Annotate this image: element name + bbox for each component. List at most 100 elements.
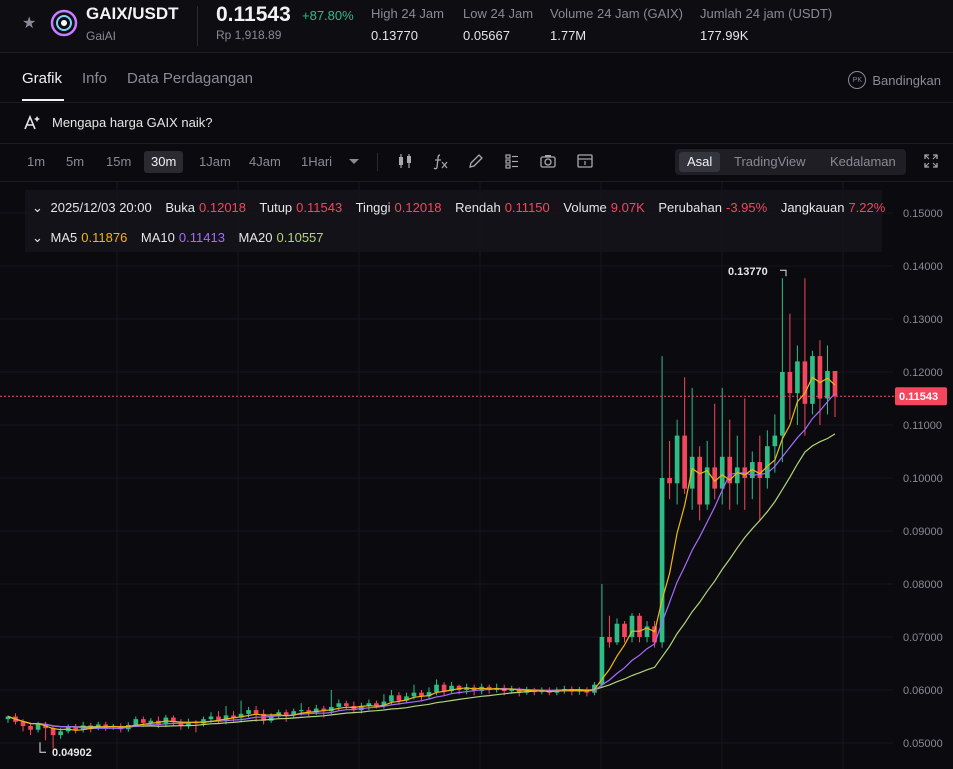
timeframe-15m[interactable]: 15m bbox=[106, 154, 132, 169]
why-banner[interactable]: Mengapa harga GAIX naik? bbox=[0, 103, 953, 144]
candle-body bbox=[667, 478, 672, 484]
candle-body bbox=[449, 685, 454, 692]
y-tick-label: 0.10000 bbox=[903, 473, 943, 485]
chevron-down-icon[interactable] bbox=[345, 152, 363, 170]
view-tradingview[interactable]: TradingView bbox=[734, 154, 806, 169]
candle-body bbox=[637, 615, 642, 637]
stat-volume-label: Volume 24 Jam (GAIX) bbox=[550, 6, 683, 21]
stat-low-label: Low 24 Jam bbox=[463, 6, 534, 21]
candlestick-icon[interactable] bbox=[396, 152, 414, 170]
candle-body bbox=[216, 716, 221, 721]
price-idr: Rp 1,918.89 bbox=[216, 28, 282, 42]
ohlc-high: 0.12018 bbox=[394, 200, 442, 215]
candle-body bbox=[614, 623, 620, 643]
candle-body bbox=[186, 721, 191, 727]
gaix-logo-icon bbox=[50, 9, 78, 37]
candle-body bbox=[253, 710, 259, 714]
ohlc-change: -3.95% bbox=[726, 200, 768, 215]
ohlc-volume: 9.07K bbox=[610, 200, 645, 215]
candle-body bbox=[298, 710, 304, 712]
chart-background bbox=[0, 182, 953, 769]
candle-body bbox=[689, 456, 695, 489]
ohlc-open-label: Buka bbox=[165, 200, 196, 215]
candle-body bbox=[802, 361, 808, 404]
timeframe-5m[interactable]: 5m bbox=[66, 154, 85, 169]
candle-body bbox=[479, 686, 484, 692]
stat-high-label: High 24 Jam bbox=[371, 6, 444, 21]
ohlc-low-label: Rendah bbox=[455, 200, 501, 215]
view-asal[interactable]: Asal bbox=[679, 152, 721, 172]
timeframe-1hari[interactable]: 1Hari bbox=[301, 154, 333, 169]
tab-data-perdagangan[interactable]: Data Perdagangan bbox=[127, 70, 253, 87]
candle-body bbox=[343, 703, 349, 706]
candle-body bbox=[283, 712, 289, 716]
ma-row: ⌄ MA5 0.11876 MA10 0.11413 MA20 0.10557 bbox=[32, 230, 328, 246]
candle-body bbox=[599, 637, 605, 685]
y-tick-label: 0.15000 bbox=[903, 208, 943, 220]
view-kedalaman[interactable]: Kedalaman bbox=[830, 154, 896, 169]
candle-body bbox=[313, 708, 319, 713]
candle-body bbox=[674, 435, 680, 484]
pair-name[interactable]: GAIX/USDT bbox=[86, 4, 179, 23]
calendar-icon[interactable] bbox=[576, 152, 594, 170]
ma5-value: 0.11876 bbox=[81, 230, 128, 245]
chevron-down-icon[interactable]: ⌄ bbox=[32, 200, 43, 215]
candle-body bbox=[223, 715, 229, 721]
ohlc-low: 0.11150 bbox=[504, 200, 550, 215]
ohlc-close: 0.11543 bbox=[296, 200, 343, 215]
candle-body bbox=[704, 467, 710, 505]
y-tick-label: 0.14000 bbox=[903, 261, 943, 273]
candle-body bbox=[133, 719, 139, 725]
candle-body bbox=[374, 703, 379, 706]
timeframe-1jam[interactable]: 1Jam bbox=[199, 154, 231, 169]
ohlc-change-label: Perubahan bbox=[658, 200, 722, 215]
main-tabs: Grafik Info Data Perdagangan PK Bandingk… bbox=[0, 56, 953, 103]
ohlc-legend bbox=[25, 190, 882, 252]
candle-body bbox=[682, 435, 687, 489]
candle-body bbox=[103, 724, 109, 728]
star-icon[interactable]: ★ bbox=[22, 15, 37, 32]
compare-button[interactable]: PK Bandingkan bbox=[848, 71, 941, 89]
current-price-badge bbox=[895, 387, 947, 406]
timeframe-4jam[interactable]: 4Jam bbox=[249, 154, 281, 169]
high-marker-label: 0.13770 bbox=[728, 266, 768, 278]
tab-info[interactable]: Info bbox=[82, 70, 108, 87]
ma20-value: 0.10557 bbox=[276, 230, 324, 245]
high-marker-arrow bbox=[780, 269, 787, 277]
candle-body bbox=[268, 716, 274, 721]
ma10-value: 0.11413 bbox=[178, 230, 225, 245]
candle-body bbox=[336, 703, 342, 707]
timeframe-1m[interactable]: 1m bbox=[27, 154, 46, 169]
price-chart[interactable]: 0.15000 0.14000 0.13000 0.12000 0.11000 0.100… bbox=[0, 182, 953, 769]
ma5-line bbox=[7, 376, 836, 731]
candle-body bbox=[396, 695, 402, 701]
why-text: Mengapa harga GAIX naik? bbox=[52, 115, 213, 130]
ohlc-row: ⌄ 2025/12/03 20:00 Buka 0.12018 Tutup 0.11… bbox=[32, 200, 889, 216]
tab-grafik[interactable]: Grafik bbox=[22, 70, 63, 87]
timeframe-30m[interactable]: 30m bbox=[144, 151, 184, 173]
formula-icon[interactable] bbox=[431, 152, 449, 170]
price-change: +87.80% bbox=[302, 8, 354, 23]
stat-low-value: 0.05667 bbox=[463, 28, 510, 43]
candle-body bbox=[208, 716, 214, 720]
ohlc-open: 0.12018 bbox=[199, 200, 247, 215]
y-tick-label: 0.06000 bbox=[903, 685, 943, 697]
candle-body bbox=[817, 356, 823, 399]
compare-icon: PK bbox=[848, 71, 867, 89]
ohlc-volume-label: Volume bbox=[563, 200, 607, 215]
candle-body bbox=[780, 372, 785, 436]
candle-body bbox=[787, 372, 793, 394]
ohlc-range-label: Jangkauan bbox=[780, 200, 845, 215]
active-tab-indicator bbox=[22, 99, 64, 101]
fullscreen-icon[interactable] bbox=[922, 152, 940, 170]
candle-body bbox=[118, 726, 124, 730]
chevron-down-icon[interactable]: ⌄ bbox=[32, 230, 43, 245]
candle-body bbox=[795, 361, 800, 394]
layout-icon[interactable] bbox=[503, 152, 521, 170]
candle-body bbox=[381, 701, 387, 706]
pencil-icon[interactable] bbox=[467, 152, 485, 170]
camera-icon[interactable] bbox=[539, 152, 557, 170]
candle-body bbox=[832, 370, 838, 397]
candle-body bbox=[171, 717, 176, 722]
candle-body bbox=[140, 719, 146, 723]
